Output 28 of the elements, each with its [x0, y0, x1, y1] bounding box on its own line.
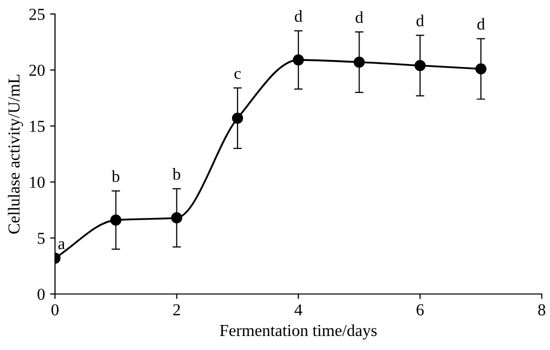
annotation: d — [416, 14, 424, 26]
x-axis-title: Fermentation time/days — [220, 324, 377, 340]
annotation: c — [234, 70, 241, 79]
point — [414, 60, 426, 72]
point — [354, 56, 365, 68]
x-tick-label: 4 — [294, 304, 302, 316]
y-tick-label: 15 — [30, 120, 45, 132]
annotation: d — [356, 11, 364, 23]
point — [171, 212, 182, 224]
y-tick-label: 20 — [29, 64, 45, 76]
annotation: d — [477, 18, 485, 30]
annotation: d — [294, 10, 302, 22]
point — [110, 214, 122, 226]
point — [232, 112, 244, 124]
x-tick-label: 8 — [538, 304, 546, 316]
y-tick-label: 10 — [30, 176, 45, 188]
x-tick-label: 6 — [416, 304, 424, 316]
y-axis-title: Cellulase activity/U/mL — [8, 74, 24, 234]
x-tick-label: 0 — [51, 304, 59, 316]
annotation: b — [172, 168, 180, 180]
annotation: a — [58, 241, 65, 250]
point — [475, 63, 486, 74]
y-tick-label: 0 — [38, 288, 45, 300]
y-tick-label: 5 — [38, 232, 45, 244]
x-tick-label: 2 — [173, 304, 180, 316]
annotation: b — [112, 170, 120, 182]
y-tick-label: 25 — [29, 8, 45, 20]
point — [292, 54, 304, 66]
